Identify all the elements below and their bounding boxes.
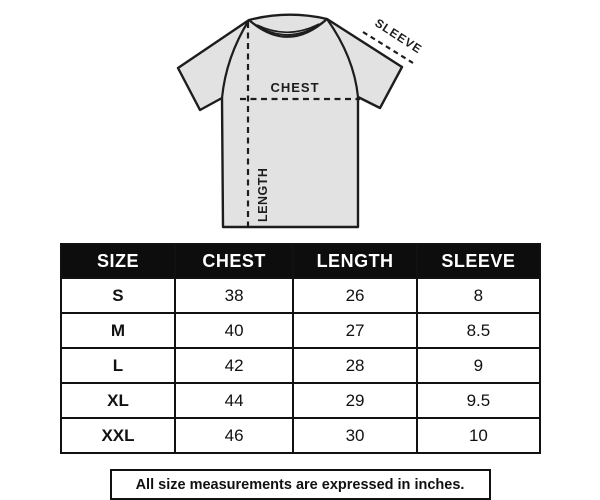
size-cell: XL xyxy=(59,382,177,419)
sleeve-cell: 8.5 xyxy=(416,312,541,349)
table-row: XXL 46 30 10 xyxy=(59,417,541,454)
tshirt-illustration: CHEST LENGTH SLEEVE xyxy=(176,13,425,229)
chest-cell: 46 xyxy=(174,417,294,454)
size-cell: M xyxy=(59,312,177,349)
header-sleeve: SLEEVE xyxy=(416,243,541,279)
right-sleeve-seam xyxy=(326,18,360,98)
collar-inner-curve xyxy=(256,23,320,34)
size-table: SIZE CHEST LENGTH SLEEVE S 38 26 8 M 40 … xyxy=(59,243,541,454)
header-length: LENGTH xyxy=(291,243,419,279)
sleeve-cell: 8 xyxy=(416,277,541,314)
chest-label: CHEST xyxy=(270,80,319,95)
length-label: LENGTH xyxy=(256,168,270,222)
length-cell: 30 xyxy=(291,417,419,454)
table-header-row: SIZE CHEST LENGTH SLEEVE xyxy=(59,243,541,279)
units-note-text: All size measurements are expressed in i… xyxy=(135,476,465,493)
sleeve-label: SLEEVE xyxy=(372,16,424,57)
left-sleeve-seam xyxy=(220,19,250,99)
table-row: L 42 28 9 xyxy=(59,347,541,384)
tshirt-diagram: CHEST LENGTH SLEEVE xyxy=(0,0,600,233)
chest-cell: 38 xyxy=(174,277,294,314)
sleeve-cell: 10 xyxy=(416,417,541,454)
header-chest: CHEST xyxy=(174,243,294,279)
chest-cell: 44 xyxy=(174,382,294,419)
size-cell: L xyxy=(59,347,177,384)
sleeve-cell: 9 xyxy=(416,347,541,384)
chest-cell: 40 xyxy=(174,312,294,349)
size-cell: S xyxy=(59,277,177,314)
chest-cell: 42 xyxy=(174,347,294,384)
sleeve-dashed-line xyxy=(362,31,414,64)
table-row: XL 44 29 9.5 xyxy=(59,382,541,419)
table-row: M 40 27 8.5 xyxy=(59,312,541,349)
table-row: S 38 26 8 xyxy=(59,277,541,314)
units-note-box: All size measurements are expressed in i… xyxy=(109,469,491,500)
length-cell: 28 xyxy=(291,347,419,384)
length-cell: 27 xyxy=(291,312,419,349)
length-cell: 26 xyxy=(291,277,419,314)
sleeve-cell: 9.5 xyxy=(416,382,541,419)
tshirt-outline xyxy=(176,13,404,229)
header-size: SIZE xyxy=(59,243,177,279)
length-cell: 29 xyxy=(291,382,419,419)
size-cell: XXL xyxy=(59,417,177,454)
